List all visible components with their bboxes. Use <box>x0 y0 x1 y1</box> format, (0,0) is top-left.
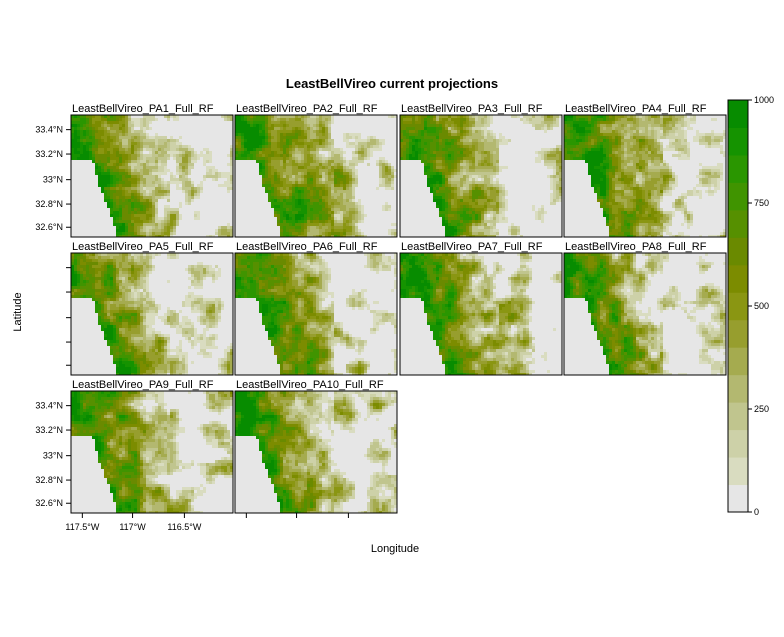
map-panel: LeastBellVireo_PA7_Full_RF <box>399 241 563 376</box>
map-panel: LeastBellVireo_PA8_Full_RF <box>563 241 727 376</box>
raster <box>71 391 233 513</box>
map-panel: LeastBellVireo_PA5_Full_RF <box>70 241 234 376</box>
colorbar-level <box>728 484 748 513</box>
x-axis-label: Longitude <box>370 543 420 555</box>
y-tick-label: 33°N <box>43 175 63 185</box>
raster <box>71 115 233 237</box>
colorbar-level <box>728 100 748 128</box>
raster <box>71 253 233 375</box>
y-tick-label: 32.8°N <box>35 199 63 209</box>
y-tick-label: 32.6°N <box>35 498 63 508</box>
colorbar-tick-label: 1000 <box>754 95 774 105</box>
colorbar-level <box>728 429 748 458</box>
panel-label: LeastBellVireo_PA3_Full_RF <box>401 103 543 115</box>
map-panel: LeastBellVireo_PA6_Full_RF <box>234 241 398 376</box>
y-tick-label: 33°N <box>43 451 63 461</box>
map-panel: LeastBellVireo_PA3_Full_RF <box>399 103 563 238</box>
raster <box>235 253 397 375</box>
raster <box>564 115 726 237</box>
raster <box>564 253 726 375</box>
panel-frame <box>234 252 398 376</box>
colorbar-tick-label: 750 <box>754 198 769 208</box>
colorbar-level <box>728 209 748 238</box>
map-panel: LeastBellVireo_PA4_Full_RF <box>563 103 727 238</box>
raster <box>400 253 562 375</box>
panel-frame <box>234 114 398 238</box>
chart-title: LeastBellVireo current projections <box>285 76 499 91</box>
panel-label: LeastBellVireo_PA2_Full_RF <box>236 103 378 115</box>
x-tick-label: 117.5°W <box>65 522 99 532</box>
map-panel: LeastBellVireo_PA9_Full_RF <box>70 379 234 514</box>
y-tick-label: 33.2°N <box>35 149 63 159</box>
raster <box>235 391 397 513</box>
colorbar-level <box>728 154 748 183</box>
panel-label: LeastBellVireo_PA4_Full_RF <box>565 103 707 115</box>
colorbar-level <box>728 182 748 211</box>
y-tick-label: 33.4°N <box>35 125 63 135</box>
colorbar-tick-label: 0 <box>754 507 759 517</box>
x-tick-label: 116.5°W <box>167 522 201 532</box>
colorbar-tick-label: 500 <box>754 301 769 311</box>
panel-frame <box>563 252 727 376</box>
colorbar-level <box>728 264 748 293</box>
map-panel: LeastBellVireo_PA10_Full_RF <box>234 379 398 514</box>
panel-frame <box>234 390 398 514</box>
panel-label: LeastBellVireo_PA6_Full_RF <box>236 241 378 253</box>
x-tick-label: 117°W <box>119 522 146 532</box>
panel-frame <box>399 114 563 238</box>
panel-label: LeastBellVireo_PA7_Full_RF <box>401 241 543 253</box>
colorbar-level <box>728 319 748 348</box>
map-panel: LeastBellVireo_PA1_Full_RF <box>70 103 234 238</box>
y-tick-label: 33.2°N <box>35 425 63 435</box>
panel-label: LeastBellVireo_PA1_Full_RF <box>72 103 214 115</box>
colorbar-tick-label: 250 <box>754 404 769 414</box>
colorbar-level <box>728 127 748 156</box>
colorbar-level <box>728 402 748 431</box>
y-tick-label: 32.8°N <box>35 475 63 485</box>
map-panel: LeastBellVireo_PA2_Full_RF <box>234 103 398 238</box>
panel-label: LeastBellVireo_PA5_Full_RF <box>72 241 214 253</box>
panel-frame <box>399 252 563 376</box>
colorbar: 0 250 500 750 1000 <box>727 95 774 517</box>
colorbar-level <box>728 347 748 376</box>
raster <box>400 115 562 237</box>
panel-label: LeastBellVireo_PA8_Full_RF <box>565 241 707 253</box>
colorbar-level <box>728 374 748 403</box>
panel-label: LeastBellVireo_PA10_Full_RF <box>236 379 384 391</box>
y-axis-label: Latitude <box>12 292 24 332</box>
raster <box>235 115 397 237</box>
panel-frame <box>563 114 727 238</box>
colorbar-level <box>728 292 748 321</box>
panel-frame <box>70 252 234 376</box>
y-tick-label: 33.4°N <box>35 401 63 411</box>
colorbar-level <box>728 237 748 266</box>
y-tick-label: 32.6°N <box>35 222 63 232</box>
panel-frame <box>70 390 234 514</box>
panel-label: LeastBellVireo_PA9_Full_RF <box>72 379 214 391</box>
panel-frame <box>70 114 234 238</box>
colorbar-level <box>728 457 748 486</box>
